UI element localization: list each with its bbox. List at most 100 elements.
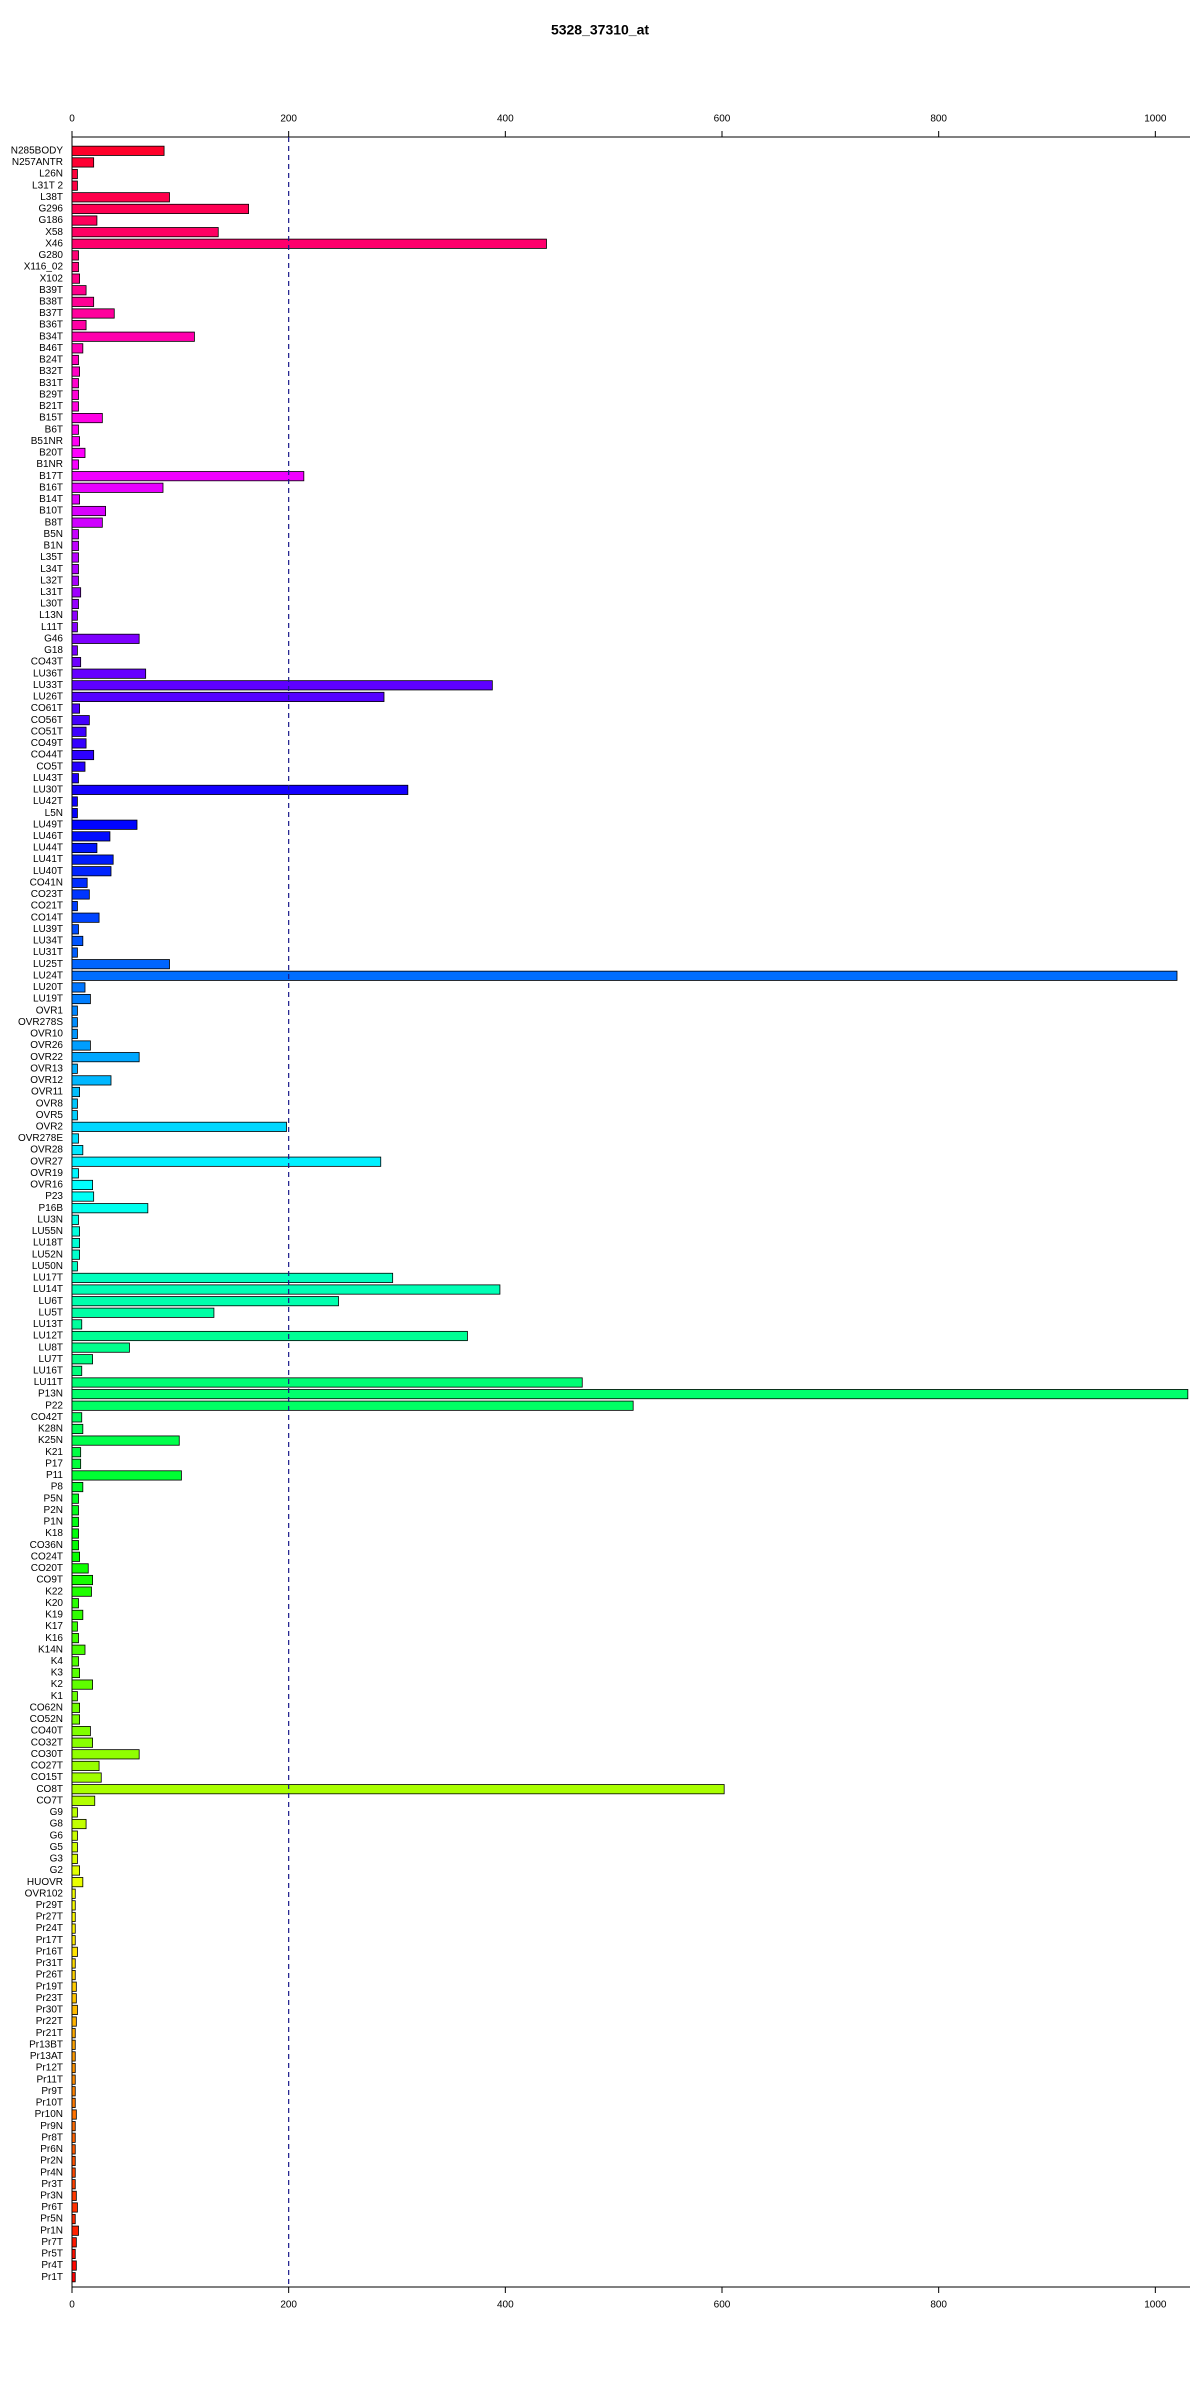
bar xyxy=(71,1238,80,1249)
y-tick-label: OVR26 xyxy=(30,1040,63,1051)
bar xyxy=(71,587,82,598)
y-tick-label: CO5T xyxy=(36,761,63,772)
bar xyxy=(71,831,111,842)
bar xyxy=(71,1970,76,1981)
y-tick-label: LU33T xyxy=(33,680,63,691)
y-tick-label: LU40T xyxy=(33,866,63,877)
bar xyxy=(71,703,80,714)
bar xyxy=(71,1145,84,1156)
y-tick-label: N285BODY xyxy=(11,145,64,156)
y-tick-label: Pr17T xyxy=(36,1935,63,1946)
bar xyxy=(71,157,95,168)
bar xyxy=(71,657,82,668)
y-tick-label: Pr12T xyxy=(36,2063,63,2074)
y-tick-label: LU50N xyxy=(32,1261,63,1272)
y-tick-label: L13N xyxy=(39,610,63,621)
bar xyxy=(71,1807,78,1818)
y-tick-label: L35T xyxy=(40,552,63,563)
bar xyxy=(71,1993,77,2004)
bar xyxy=(71,1005,78,1016)
bar xyxy=(71,2260,77,2271)
y-tick-label: OVR12 xyxy=(30,1075,63,1086)
bar xyxy=(71,1261,78,1272)
bar xyxy=(71,424,79,435)
y-tick-label: B39T xyxy=(39,285,63,296)
y-tick-label: P1N xyxy=(44,1517,63,1528)
y-tick-label: Pr9N xyxy=(40,2121,63,2132)
bar xyxy=(71,1528,79,1539)
y-tick-label: LU42T xyxy=(33,796,63,807)
bar xyxy=(71,1586,92,1597)
y-tick-label: X102 xyxy=(40,273,64,284)
y-tick-label: CO56T xyxy=(31,715,63,726)
y-tick-label: G46 xyxy=(44,633,63,644)
bar xyxy=(71,2190,77,2201)
bar xyxy=(71,436,80,447)
bar xyxy=(71,680,493,691)
y-tick-label: X58 xyxy=(45,227,63,238)
bar xyxy=(71,401,79,412)
bar xyxy=(71,285,87,296)
y-tick-label: CO41N xyxy=(30,877,63,888)
y-tick-label: LU12T xyxy=(33,1331,63,1342)
y-tick-label: G296 xyxy=(39,204,64,215)
bar xyxy=(71,1296,339,1307)
bar xyxy=(71,2004,78,2015)
bar xyxy=(71,447,86,458)
bar xyxy=(71,552,79,563)
y-tick-label: K25N xyxy=(38,1435,63,1446)
y-tick-label: L31T xyxy=(40,587,63,598)
y-tick-label: CO30T xyxy=(31,1749,63,1760)
y-tick-label: K20 xyxy=(45,1598,63,1609)
y-tick-label: L30T xyxy=(40,599,63,610)
y-tick-label: G5 xyxy=(50,1842,64,1853)
y-tick-label: K2 xyxy=(51,1679,64,1690)
y-tick-label: Pr5N xyxy=(40,2214,63,2225)
y-tick-label: OVR28 xyxy=(30,1145,63,1156)
bar xyxy=(71,2155,76,2167)
bar xyxy=(71,1830,78,1841)
bar xyxy=(71,1737,93,1748)
bar xyxy=(71,993,91,1005)
bar xyxy=(71,2237,77,2248)
y-tick-label: LU36T xyxy=(33,668,63,679)
y-tick-label: Pr29T xyxy=(36,1900,63,1911)
bar xyxy=(71,1342,130,1353)
bar xyxy=(71,924,79,935)
y-tick-label: CO7T xyxy=(36,1795,63,1806)
y-tick-label: OVR19 xyxy=(30,1168,63,1179)
bar xyxy=(71,2121,76,2132)
bar xyxy=(71,819,138,830)
bar xyxy=(71,343,84,354)
y-tick-label: K21 xyxy=(45,1447,63,1458)
bar xyxy=(71,1052,140,1063)
y-tick-label: B37T xyxy=(39,308,63,319)
x-tick-label: 0 xyxy=(69,2300,75,2311)
y-tick-label: LU16T xyxy=(33,1366,63,1377)
x-tick-label: 800 xyxy=(930,114,947,125)
y-tick-label: L34T xyxy=(40,564,63,575)
bar xyxy=(71,1156,382,1167)
bar xyxy=(71,2028,76,2039)
bar xyxy=(71,1609,84,1620)
bar xyxy=(71,413,103,424)
y-tick-label: G18 xyxy=(44,645,63,656)
y-tick-label: CO52N xyxy=(30,1714,63,1725)
y-tick-label: LU6T xyxy=(39,1296,63,1307)
y-tick-label: OVR8 xyxy=(36,1098,64,1109)
y-tick-label: OVR27 xyxy=(30,1156,63,1167)
bar xyxy=(71,1098,78,1109)
bar xyxy=(71,389,79,400)
y-tick-label: G186 xyxy=(39,215,64,226)
y-tick-label: LU49T xyxy=(33,819,63,830)
bar xyxy=(71,261,79,273)
bar xyxy=(71,1644,86,1655)
y-tick-label: L31T 2 xyxy=(32,180,63,191)
y-tick-label: B10T xyxy=(39,506,63,517)
bar xyxy=(71,726,87,737)
x-tick-label: 0 xyxy=(69,114,75,125)
bar xyxy=(71,1865,80,1876)
y-tick-label: P2N xyxy=(44,1505,63,1516)
x-tick-label: 400 xyxy=(497,2300,514,2311)
